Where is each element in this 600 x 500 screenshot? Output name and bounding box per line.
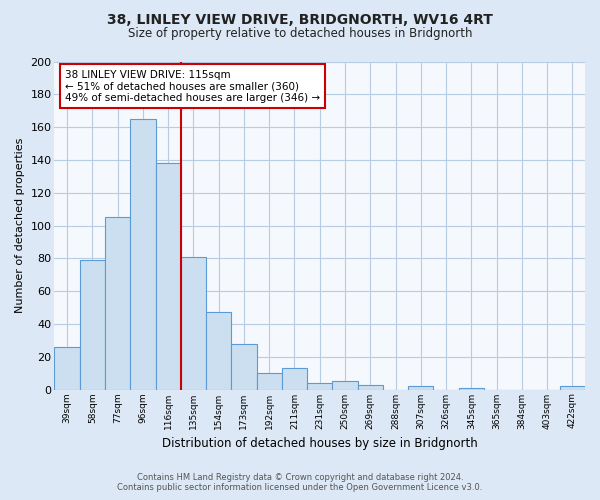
Bar [155,163,181,390]
Text: 38 LINLEY VIEW DRIVE: 115sqm
← 51% of detached houses are smaller (360)
49% of s: 38 LINLEY VIEW DRIVE: 115sqm ← 51% of de… [65,70,320,103]
Bar [232,344,257,390]
Text: 38, LINLEY VIEW DRIVE, BRIDGNORTH, WV16 4RT: 38, LINLEY VIEW DRIVE, BRIDGNORTH, WV16 … [107,12,493,26]
Bar [358,384,383,390]
Y-axis label: Number of detached properties: Number of detached properties [15,138,25,313]
Bar [181,256,206,390]
Bar [560,386,585,390]
Text: Size of property relative to detached houses in Bridgnorth: Size of property relative to detached ho… [128,28,472,40]
Bar [206,312,232,390]
Bar [55,347,80,390]
Bar [408,386,433,390]
Bar [332,382,358,390]
Bar [105,218,130,390]
Bar [458,388,484,390]
X-axis label: Distribution of detached houses by size in Bridgnorth: Distribution of detached houses by size … [162,437,478,450]
Bar [80,260,105,390]
Text: Contains HM Land Registry data © Crown copyright and database right 2024.
Contai: Contains HM Land Registry data © Crown c… [118,473,482,492]
Bar [130,119,155,390]
Bar [307,383,332,390]
Bar [257,373,282,390]
Bar [282,368,307,390]
